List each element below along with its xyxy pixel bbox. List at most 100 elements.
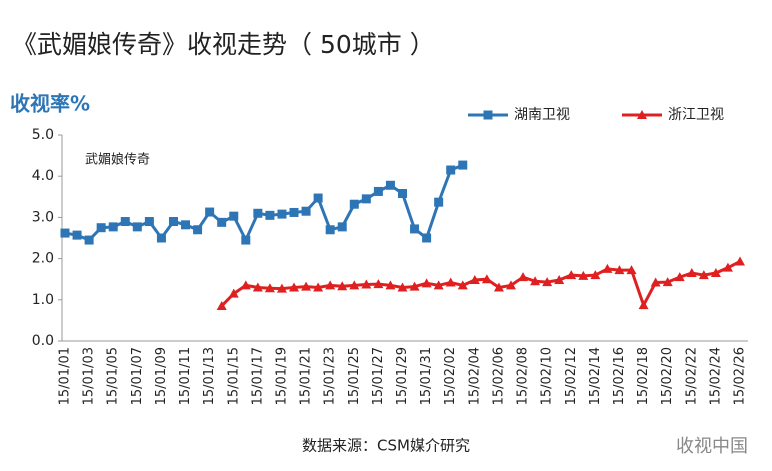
data-point <box>144 217 154 227</box>
legend-label: 浙江卫视 <box>668 107 724 123</box>
data-point <box>72 230 82 240</box>
data-point <box>530 276 541 286</box>
data-point <box>252 282 263 292</box>
data-point <box>457 280 468 290</box>
x-tick-label: 15/02/20 <box>660 347 675 405</box>
data-point <box>626 265 637 275</box>
data-point <box>373 279 384 289</box>
data-point <box>229 211 239 221</box>
annotation: 武媚娘传奇 <box>85 152 150 168</box>
data-point <box>349 280 360 290</box>
y-tick-label: 5.0 <box>32 127 54 143</box>
x-tick-label: 15/01/15 <box>226 347 241 405</box>
data-point <box>217 217 227 227</box>
data-point <box>722 262 733 272</box>
data-point <box>289 282 300 292</box>
x-tick-label: 15/01/23 <box>323 347 338 405</box>
data-point <box>602 263 613 273</box>
data-point <box>216 300 227 310</box>
data-point <box>469 275 480 285</box>
data-point <box>96 223 106 233</box>
data-point <box>120 217 130 227</box>
data-point <box>84 235 94 245</box>
x-tick-label: 15/02/08 <box>516 347 531 405</box>
x-tick-label: 15/01/27 <box>371 347 386 405</box>
data-point <box>205 207 215 217</box>
x-tick-label: 15/01/07 <box>130 347 145 405</box>
data-point <box>542 277 553 287</box>
x-tick-label: 15/01/01 <box>58 347 73 405</box>
data-point <box>493 282 504 292</box>
data-point <box>398 189 407 199</box>
data-point <box>566 270 577 280</box>
data-point <box>662 277 673 287</box>
data-point <box>433 280 444 290</box>
series-line <box>220 260 741 309</box>
x-tick-label: 15/01/25 <box>347 347 362 405</box>
legend-label: 湖南卫视 <box>514 107 570 123</box>
x-tick-label: 15/01/03 <box>82 347 97 405</box>
chart-title: 《武媚娘传奇》收视走势（ 50城市 ） <box>12 30 435 59</box>
x-tick-label: 15/02/06 <box>491 347 506 405</box>
x-tick-label: 15/02/26 <box>733 347 748 405</box>
x-tick-label: 15/02/14 <box>588 347 603 405</box>
x-tick-label: 15/02/02 <box>443 347 458 405</box>
data-point <box>361 194 371 204</box>
data-point <box>168 217 178 227</box>
data-point <box>181 220 191 230</box>
data-point <box>132 222 142 232</box>
x-tick-label: 15/01/29 <box>395 347 410 405</box>
data-point <box>458 160 468 170</box>
x-tick-label: 15/02/04 <box>467 347 482 405</box>
data-point <box>554 275 565 285</box>
x-tick-label: 15/01/05 <box>106 347 121 405</box>
data-point <box>422 233 432 243</box>
data-point <box>361 279 372 289</box>
legend-marker <box>483 110 493 120</box>
source: 数据来源：CSM媒介研究 <box>302 437 470 455</box>
y-tick-label: 3.0 <box>32 209 54 225</box>
data-point <box>505 280 516 290</box>
data-point <box>481 274 492 284</box>
data-point <box>735 256 745 266</box>
data-point <box>410 224 420 234</box>
x-tick-label: 15/01/13 <box>202 347 217 405</box>
data-point <box>349 199 359 209</box>
data-point <box>228 288 239 298</box>
data-point <box>698 270 709 280</box>
data-point <box>409 281 420 291</box>
y-tick-label: 4.0 <box>32 168 54 184</box>
data-point <box>385 280 396 290</box>
data-point <box>265 210 275 220</box>
legend-marker <box>637 110 647 119</box>
x-tick-label: 15/01/19 <box>274 347 289 405</box>
x-tick-label: 15/01/09 <box>154 347 169 405</box>
y-axis-label: 收视率% <box>10 92 90 116</box>
data-point <box>614 265 625 275</box>
data-point <box>289 207 299 217</box>
data-point <box>590 270 601 280</box>
data-point <box>313 193 323 203</box>
series-line <box>64 163 464 244</box>
data-point <box>674 272 685 282</box>
x-tick-label: 15/02/12 <box>564 347 579 405</box>
x-tick-label: 15/01/31 <box>419 347 434 405</box>
x-tick-label: 15/02/16 <box>612 347 627 405</box>
data-point <box>108 222 118 232</box>
watermark: 收视中国 <box>676 436 748 457</box>
data-point <box>276 283 287 293</box>
y-tick-label: 0.0 <box>32 333 54 349</box>
data-point <box>325 280 336 290</box>
data-point <box>253 208 263 218</box>
data-point <box>337 222 347 232</box>
data-point <box>301 281 312 291</box>
x-tick-label: 15/02/18 <box>636 347 651 405</box>
data-point <box>650 277 661 287</box>
data-point <box>445 277 456 287</box>
x-tick-label: 15/02/22 <box>684 347 699 405</box>
x-tick-label: 15/01/11 <box>178 347 193 405</box>
y-tick-label: 1.0 <box>32 292 54 308</box>
data-point <box>264 283 275 293</box>
x-tick-label: 15/02/24 <box>708 347 723 405</box>
